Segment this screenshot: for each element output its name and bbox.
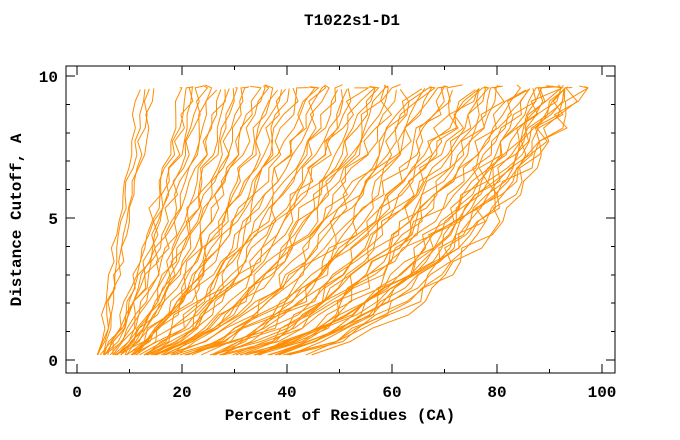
model-curve: [283, 89, 565, 356]
model-curve: [139, 85, 325, 356]
model-curve: [114, 89, 283, 356]
y-tick-label: 0: [48, 353, 58, 371]
model-curve: [222, 86, 433, 356]
model-curve: [131, 84, 343, 356]
model-curve: [311, 86, 578, 356]
x-tick-label: 100: [588, 384, 617, 402]
model-curve: [179, 84, 401, 356]
model-curve: [170, 87, 433, 356]
model-curve: [115, 85, 266, 356]
model-curve: [147, 89, 344, 356]
model-curve: [104, 84, 209, 356]
model-curve: [96, 89, 146, 356]
model-curve: [239, 86, 544, 356]
model-curve: [162, 86, 376, 356]
model-curve: [156, 85, 448, 356]
x-tick-label: 60: [382, 384, 401, 402]
x-tick-label: 0: [72, 384, 82, 402]
axis-tick-labels-group: 0 20 40 60 80 100 0 5 10: [39, 69, 617, 402]
model-curve: [115, 86, 250, 356]
model-curve: [220, 88, 479, 356]
model-curve: [126, 88, 290, 356]
model-curve: [232, 89, 527, 356]
x-axis-title: Percent of Residues (CA): [225, 407, 455, 425]
x-tick-label: 80: [487, 384, 506, 402]
model-curve: [186, 88, 480, 356]
model-curve: [259, 88, 480, 356]
model-curve: [143, 86, 320, 356]
model-curves-group: [96, 84, 590, 356]
model-curve: [245, 87, 537, 356]
model-curve: [173, 89, 476, 356]
model-curve: [155, 85, 386, 356]
model-curve: [258, 89, 565, 356]
model-curve: [99, 87, 183, 356]
chart-title: T1022s1-D1: [304, 12, 400, 30]
y-axis-title: Distance Cutoff, A: [8, 133, 26, 306]
model-curve: [152, 86, 376, 356]
model-curve: [97, 88, 155, 356]
model-curve: [125, 85, 262, 356]
model-curve: [135, 87, 299, 356]
model-curve: [253, 84, 522, 356]
model-curve: [275, 87, 542, 356]
axis-ticks-group: [66, 66, 615, 373]
model-curve: [184, 85, 503, 356]
y-tick-label: 5: [48, 211, 58, 229]
model-curve: [109, 89, 226, 356]
model-curve: [130, 84, 274, 356]
model-curve: [209, 85, 565, 356]
model-curve: [278, 87, 573, 356]
model-curve: [267, 86, 590, 356]
model-curve: [112, 86, 194, 355]
model-curve: [107, 86, 192, 356]
model-curve: [112, 88, 235, 356]
model-curve: [133, 85, 327, 356]
model-curve: [255, 86, 490, 356]
model-curve: [120, 84, 270, 356]
model-curve: [286, 87, 566, 356]
model-curve: [120, 87, 238, 356]
model-curve: [257, 88, 565, 356]
plot-border: [65, 65, 616, 374]
model-curve: [219, 88, 531, 356]
model-curve: [200, 87, 488, 356]
model-curve: [215, 88, 530, 356]
model-curve: [278, 84, 562, 356]
model-curve: [102, 88, 150, 355]
y-tick-label: 10: [39, 69, 58, 87]
model-curve: [187, 86, 436, 356]
model-curve: [164, 88, 423, 356]
model-curve: [163, 89, 397, 356]
model-curve: [170, 84, 389, 356]
model-curve: [254, 85, 505, 356]
model-curve: [104, 86, 194, 356]
model-curve: [115, 86, 316, 356]
model-curve: [213, 85, 499, 356]
x-tick-label: 40: [277, 384, 296, 402]
x-tick-label: 20: [172, 384, 191, 402]
model-curve: [96, 89, 141, 356]
model-curve: [305, 85, 589, 356]
